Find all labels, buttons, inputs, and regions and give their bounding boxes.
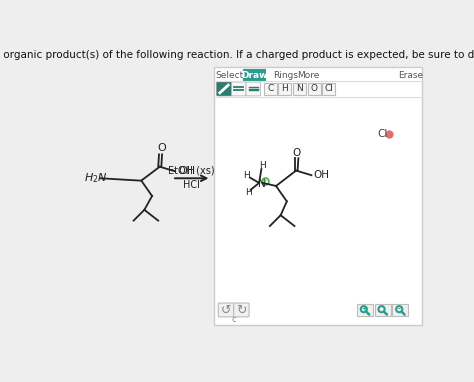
Text: H: H bbox=[245, 188, 252, 197]
Text: $H_2N$: $H_2N$ bbox=[83, 172, 107, 185]
FancyBboxPatch shape bbox=[231, 82, 246, 96]
Text: +: + bbox=[263, 178, 268, 183]
Text: N: N bbox=[296, 84, 303, 94]
Text: ↺: ↺ bbox=[221, 303, 231, 316]
Text: Cl: Cl bbox=[324, 84, 333, 94]
Text: Rings: Rings bbox=[273, 71, 298, 79]
Text: C: C bbox=[267, 84, 273, 94]
FancyBboxPatch shape bbox=[264, 83, 277, 95]
Text: H: H bbox=[259, 162, 265, 170]
Text: Predict the major organic product(s) of the following reaction. If a charged pro: Predict the major organic product(s) of … bbox=[0, 50, 474, 60]
Text: More: More bbox=[297, 71, 319, 79]
Text: H: H bbox=[282, 84, 288, 94]
Text: +: + bbox=[361, 306, 367, 312]
FancyBboxPatch shape bbox=[217, 82, 231, 96]
Text: H: H bbox=[244, 171, 250, 180]
Text: OH: OH bbox=[178, 166, 195, 176]
FancyBboxPatch shape bbox=[219, 303, 234, 317]
Text: O: O bbox=[293, 148, 301, 158]
Text: -: - bbox=[398, 306, 401, 312]
FancyBboxPatch shape bbox=[246, 82, 261, 96]
Text: O: O bbox=[310, 84, 318, 94]
Text: HCl: HCl bbox=[183, 180, 200, 190]
FancyBboxPatch shape bbox=[308, 83, 321, 95]
FancyBboxPatch shape bbox=[214, 67, 422, 325]
Text: Draw: Draw bbox=[241, 71, 268, 79]
FancyBboxPatch shape bbox=[392, 304, 409, 316]
FancyBboxPatch shape bbox=[278, 83, 292, 95]
FancyBboxPatch shape bbox=[322, 83, 335, 95]
FancyBboxPatch shape bbox=[374, 304, 391, 316]
FancyBboxPatch shape bbox=[293, 83, 306, 95]
Text: c: c bbox=[231, 316, 236, 324]
Text: ↻: ↻ bbox=[236, 303, 246, 316]
Text: Select: Select bbox=[216, 71, 244, 79]
FancyBboxPatch shape bbox=[243, 69, 266, 81]
Text: O: O bbox=[157, 143, 166, 153]
Text: N: N bbox=[257, 179, 265, 189]
Text: OH: OH bbox=[314, 170, 330, 180]
Text: Erase: Erase bbox=[398, 71, 423, 79]
FancyBboxPatch shape bbox=[234, 303, 249, 317]
Text: Cl: Cl bbox=[377, 129, 387, 139]
FancyBboxPatch shape bbox=[357, 304, 373, 316]
Text: EtOH (xs): EtOH (xs) bbox=[168, 165, 215, 176]
